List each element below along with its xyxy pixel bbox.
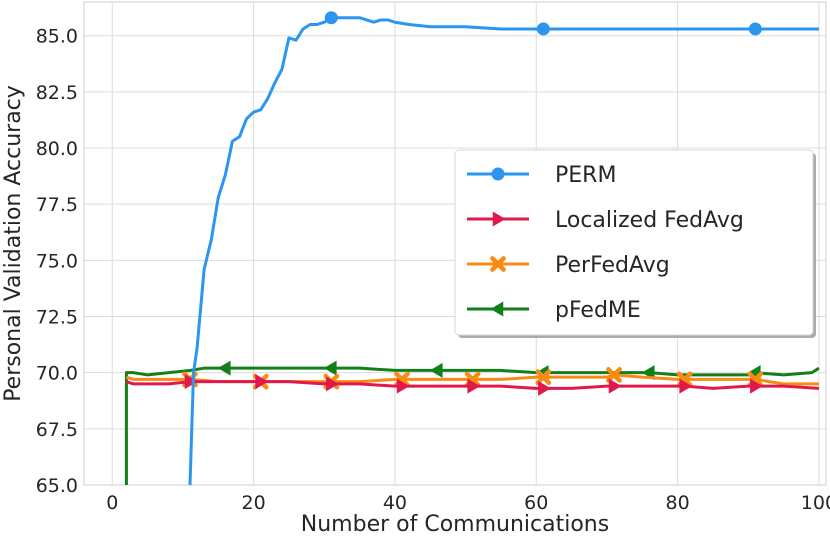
legend-marker (490, 256, 506, 272)
data-point (750, 378, 763, 394)
x-tick-label: 20 (242, 492, 266, 514)
legend-label: Localized FedAvg (555, 208, 744, 233)
x-tick-label: 60 (524, 492, 548, 514)
legend-label: PERM (555, 163, 616, 188)
y-tick-label: 77.5 (36, 194, 78, 216)
series-perm (188, 11, 819, 486)
x-tick-label: 100 (801, 492, 830, 514)
x-axis-label: Number of Communications (301, 512, 609, 537)
legend-label: PerFedAvg (555, 253, 670, 278)
y-axis-label: Personal Validation Accuracy (1, 85, 26, 402)
legend-entry: PerFedAvg (467, 253, 670, 278)
series-group (124, 11, 820, 486)
legend-marker (491, 167, 505, 181)
legend-label: pFedME (555, 298, 641, 323)
y-tick-label: 67.5 (36, 419, 78, 441)
data-point (536, 22, 550, 36)
legend-entry: Localized FedAvg (467, 208, 744, 233)
data-point (748, 22, 762, 36)
data-point (679, 378, 693, 394)
y-tick-label: 80.0 (36, 138, 78, 160)
legend-marker (490, 301, 504, 317)
legend-box (454, 149, 814, 336)
y-tick-label: 85.0 (36, 26, 78, 48)
series-line-perm (188, 16, 819, 486)
x-tick-label: 80 (666, 492, 690, 514)
data-point (324, 11, 338, 25)
data-point (535, 369, 552, 386)
data-point (538, 380, 551, 396)
legend-entry: PERM (467, 163, 616, 188)
data-point (326, 376, 339, 392)
plot-frame (83, 1, 827, 486)
data-point (217, 360, 231, 376)
data-point (184, 374, 198, 390)
y-tick-label: 65.0 (36, 475, 78, 497)
data-point (606, 367, 622, 383)
y-tick-label: 75.0 (36, 250, 78, 272)
y-tick-label: 70.0 (36, 363, 78, 385)
legend-marker (492, 211, 506, 227)
legend: PERM Localized FedAvg PerFedAvg pFedME (454, 149, 816, 338)
x-tick-label: 40 (383, 492, 407, 514)
data-point (467, 378, 481, 394)
y-tick-label: 82.5 (36, 82, 78, 104)
tick-labels: 0 20 40 60 80 100 65.0 67.5 70.0 72.5 75.0 77.5 80.0… (36, 26, 830, 514)
data-point (396, 378, 410, 394)
legend-entry: pFedME (467, 298, 641, 323)
data-point (323, 360, 337, 376)
data-point (255, 374, 269, 390)
data-point (608, 378, 622, 394)
y-tick-label: 72.5 (36, 307, 78, 329)
x-tick-label: 0 (106, 492, 118, 514)
data-point (429, 362, 443, 378)
